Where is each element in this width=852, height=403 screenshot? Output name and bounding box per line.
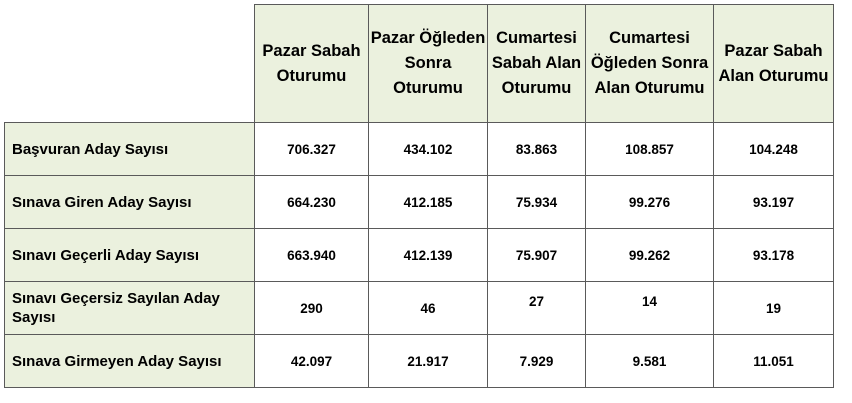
- table-row: Sınavı Geçersiz Sayılan Aday Sayısı 290 …: [4, 281, 834, 335]
- column-header-pazar-sabah-alan: Pazar Sabah Alan Oturumu: [713, 4, 834, 123]
- table-cell: 706.327: [254, 122, 369, 176]
- row-label: Başvuran Aday Sayısı: [4, 122, 255, 176]
- table-cell: 75.934: [487, 175, 586, 229]
- table-cell: 75.907: [487, 228, 586, 282]
- table-cell: 104.248: [713, 122, 834, 176]
- table-cell: 93.197: [713, 175, 834, 229]
- table-cell: 42.097: [254, 334, 369, 388]
- table-cell: 83.863: [487, 122, 586, 176]
- row-label: Sınavı Geçerli Aday Sayısı: [4, 228, 255, 282]
- statistics-table: Pazar Sabah Oturumu Pazar Öğleden Sonra …: [4, 4, 834, 388]
- table-row: Sınava Giren Aday Sayısı 664.230 412.185…: [4, 175, 834, 229]
- column-header-pazar-ogleden-sonra: Pazar Öğleden Sonra Oturumu: [368, 4, 488, 123]
- table-cell: 7.929: [487, 334, 586, 388]
- table-cell: 412.185: [368, 175, 488, 229]
- table-cell: 664.230: [254, 175, 369, 229]
- table-cell: 99.262: [585, 228, 714, 282]
- table-cell: 27: [487, 281, 586, 335]
- column-header-pazar-sabah: Pazar Sabah Oturumu: [254, 4, 369, 123]
- table-row: Başvuran Aday Sayısı 706.327 434.102 83.…: [4, 122, 834, 176]
- table-cell: 14: [585, 281, 714, 335]
- table-cell: 663.940: [254, 228, 369, 282]
- column-header-cumartesi-ogleden-sonra-alan: Cumartesi Öğleden Sonra Alan Oturumu: [585, 4, 714, 123]
- table-cell: 290: [254, 281, 369, 335]
- table-cell: 11.051: [713, 334, 834, 388]
- table-cell: 93.178: [713, 228, 834, 282]
- row-label: Sınavı Geçersiz Sayılan Aday Sayısı: [4, 281, 255, 335]
- table-cell: 108.857: [585, 122, 714, 176]
- header-row: Pazar Sabah Oturumu Pazar Öğleden Sonra …: [4, 4, 834, 123]
- table-cell: 412.139: [368, 228, 488, 282]
- table-cell: 19: [713, 281, 834, 335]
- table-row: Sınava Girmeyen Aday Sayısı 42.097 21.91…: [4, 334, 834, 388]
- row-label: Sınava Giren Aday Sayısı: [4, 175, 255, 229]
- table-cell: 434.102: [368, 122, 488, 176]
- table-cell: 9.581: [585, 334, 714, 388]
- table-cell: 46: [368, 281, 488, 335]
- table-row: Sınavı Geçerli Aday Sayısı 663.940 412.1…: [4, 228, 834, 282]
- table-cell: 99.276: [585, 175, 714, 229]
- column-header-cumartesi-sabah-alan: Cumartesi Sabah Alan Oturumu: [487, 4, 586, 123]
- table-cell: 21.917: [368, 334, 488, 388]
- row-label: Sınava Girmeyen Aday Sayısı: [4, 334, 255, 388]
- corner-cell: [4, 4, 255, 123]
